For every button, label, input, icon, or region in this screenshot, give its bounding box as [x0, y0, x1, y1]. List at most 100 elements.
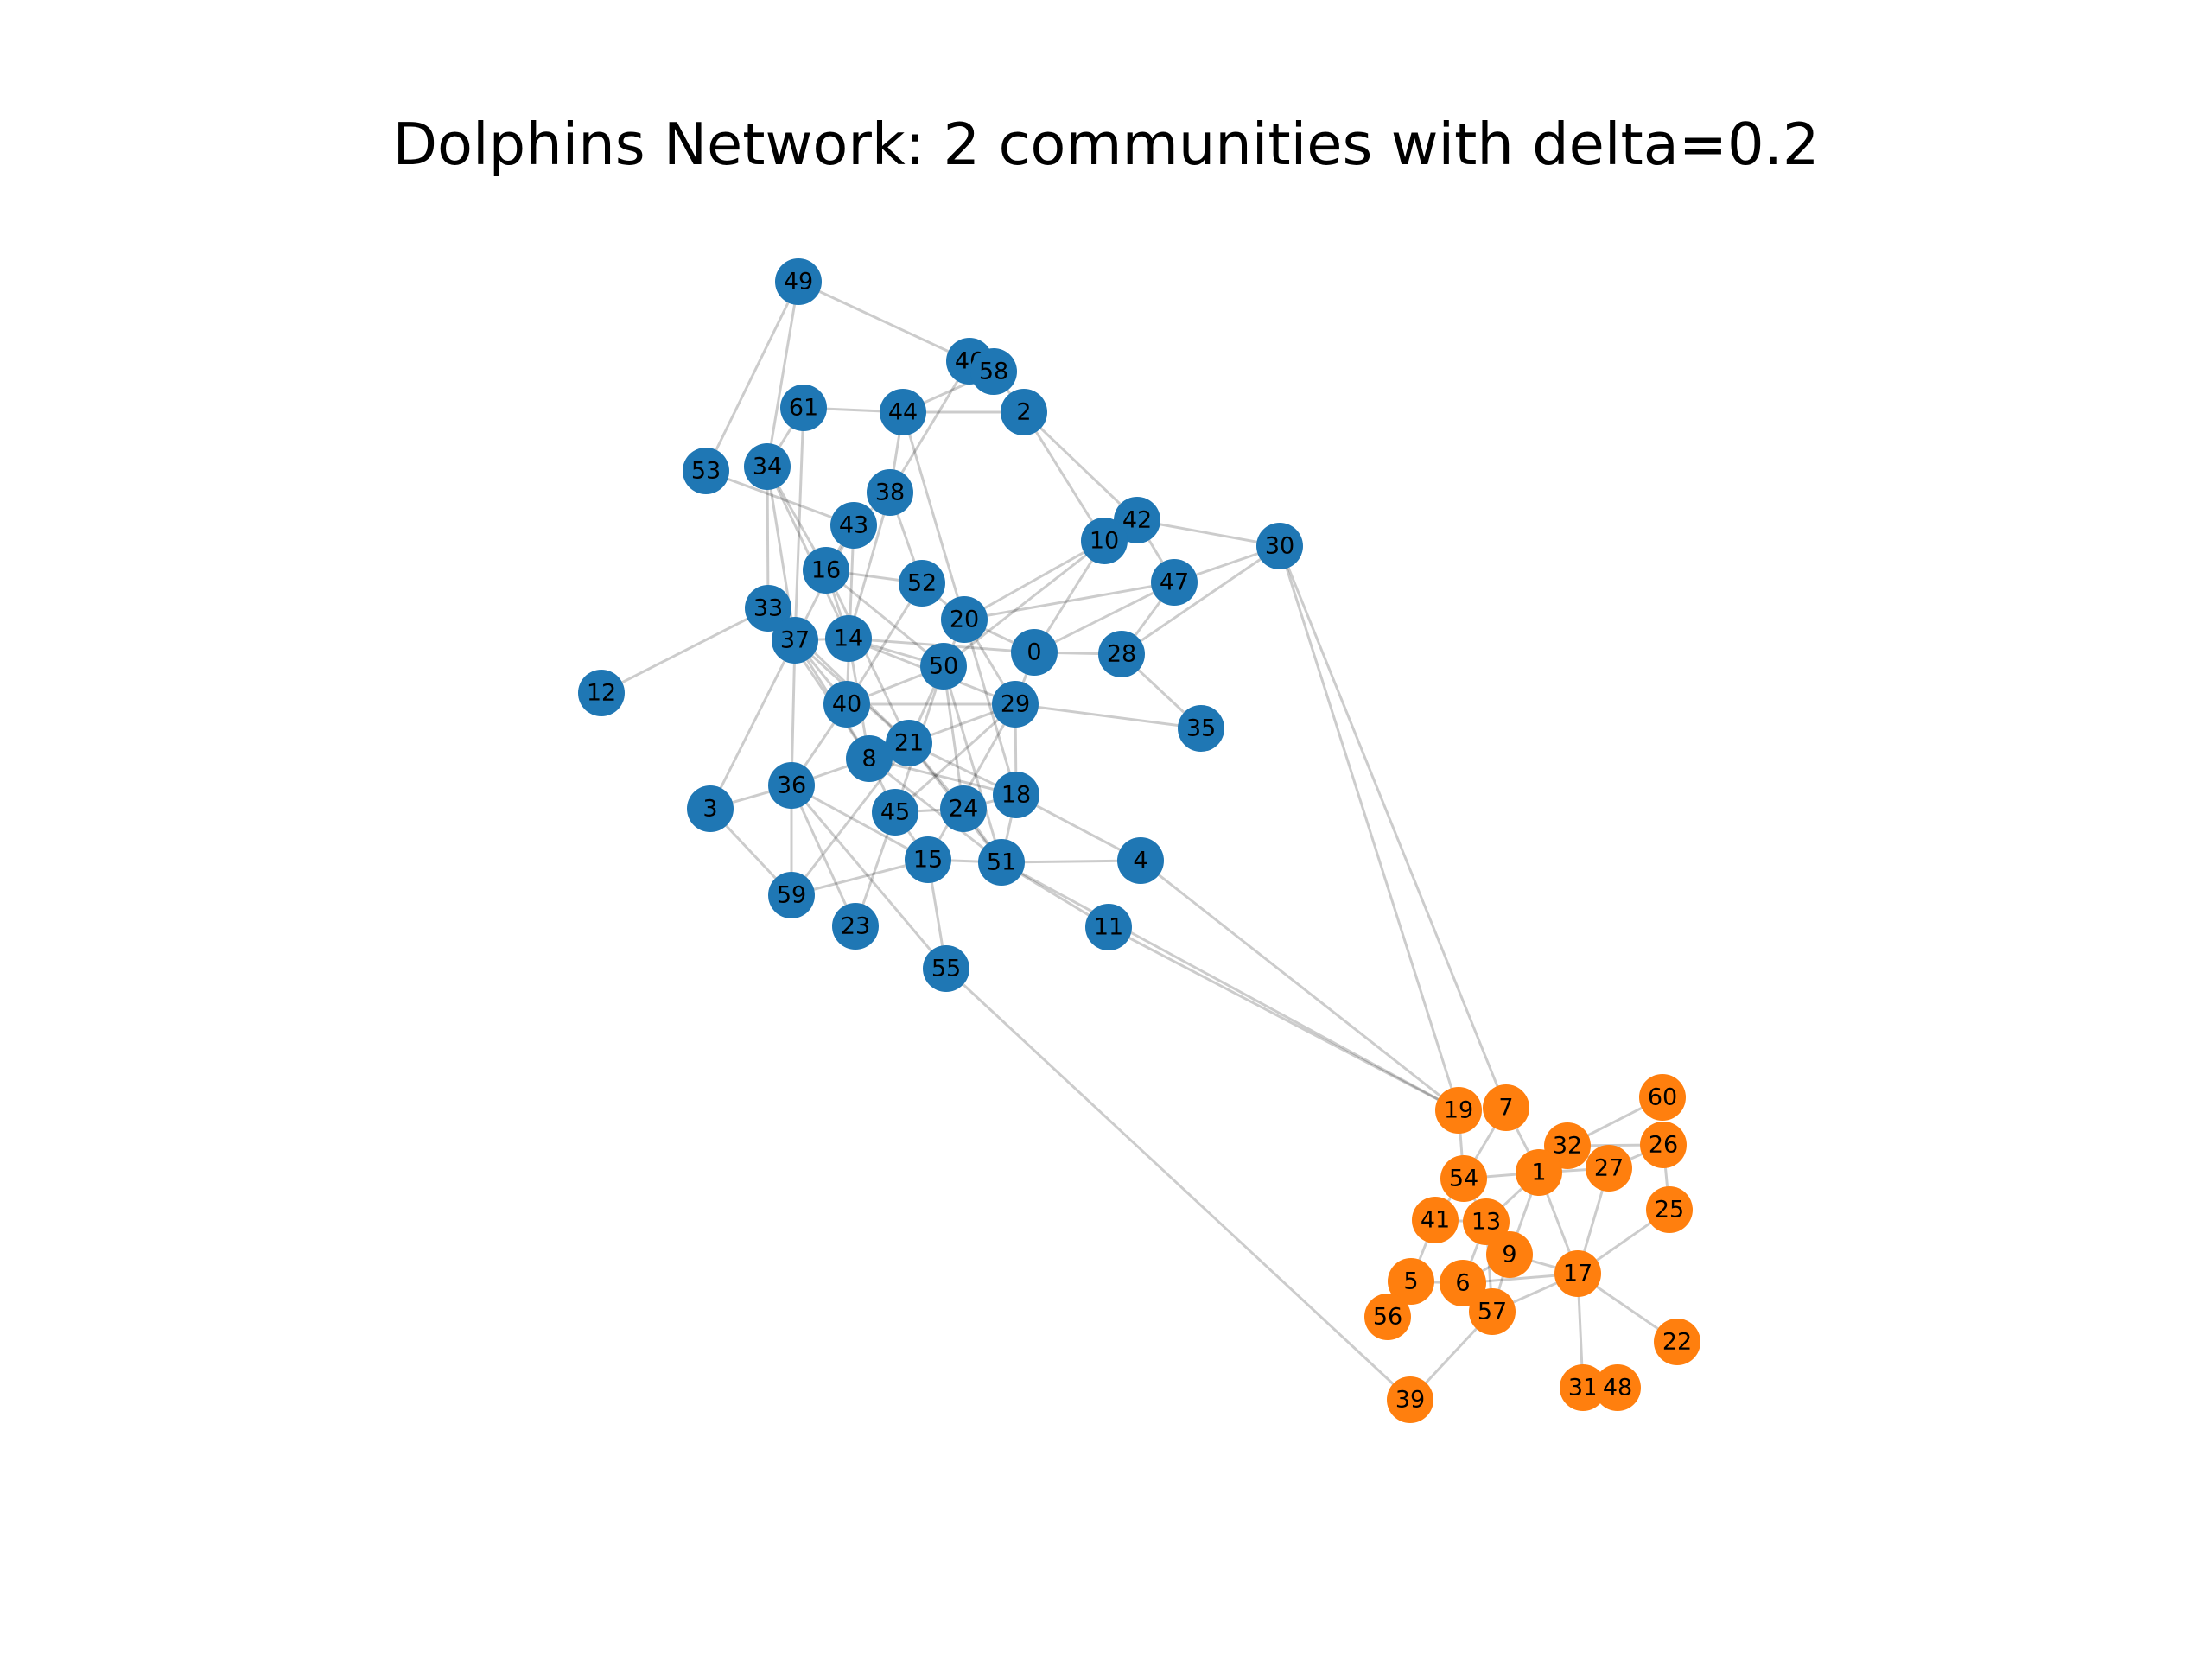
node-circle-27 — [1586, 1145, 1632, 1192]
edge-10-50 — [943, 539, 1105, 668]
node-label-45: 45 — [880, 799, 910, 826]
edge-11-19 — [1108, 925, 1459, 1112]
node-circle-29 — [992, 681, 1039, 728]
node-2: 2 — [1001, 389, 1047, 435]
node-label-17: 17 — [1563, 1261, 1592, 1287]
node-17: 17 — [1554, 1250, 1601, 1297]
node-1: 1 — [1516, 1149, 1562, 1196]
edge-16-21 — [824, 569, 911, 744]
node-label-6: 6 — [1455, 1270, 1470, 1297]
node-circle-38 — [867, 469, 913, 516]
node-50: 50 — [920, 643, 967, 690]
node-circle-34 — [744, 443, 791, 490]
node-circle-39 — [1387, 1376, 1433, 1423]
node-circle-35 — [1178, 705, 1224, 752]
node-circle-2 — [1001, 389, 1047, 435]
node-16: 16 — [803, 547, 849, 594]
node-label-1: 1 — [1531, 1160, 1546, 1186]
node-circle-19 — [1435, 1087, 1482, 1134]
node-label-56: 56 — [1373, 1304, 1402, 1331]
node-circle-60 — [1639, 1074, 1686, 1121]
edge-47-0 — [1033, 581, 1175, 654]
node-label-43: 43 — [839, 512, 868, 539]
node-3: 3 — [687, 785, 734, 832]
node-circle-24 — [940, 785, 987, 832]
node-circle-30 — [1256, 523, 1303, 569]
node-circle-14 — [825, 615, 872, 662]
node-26: 26 — [1640, 1122, 1687, 1168]
node-circle-48 — [1594, 1364, 1641, 1411]
edge-29-45 — [893, 702, 1017, 814]
node-61: 61 — [780, 385, 827, 431]
node-label-11: 11 — [1094, 914, 1123, 941]
node-34: 34 — [744, 443, 791, 490]
edge-30-28 — [1121, 544, 1281, 656]
node-circle-33 — [745, 585, 791, 632]
node-circle-5 — [1388, 1258, 1434, 1305]
edge-37-3 — [709, 639, 797, 810]
node-label-25: 25 — [1655, 1197, 1684, 1224]
node-22: 22 — [1654, 1319, 1700, 1365]
edge-2-10 — [1022, 411, 1106, 542]
edge-2-42 — [1022, 410, 1139, 522]
node-44: 44 — [880, 389, 926, 435]
node-label-37: 37 — [780, 627, 810, 654]
edge-33-12 — [601, 607, 769, 695]
edge-29-15 — [926, 703, 1017, 861]
node-label-15: 15 — [913, 847, 943, 874]
edge-36-55 — [790, 785, 948, 969]
node-label-34: 34 — [753, 454, 782, 480]
node-57: 57 — [1469, 1288, 1516, 1335]
edge-10-20 — [963, 539, 1105, 621]
node-label-54: 54 — [1449, 1166, 1478, 1192]
node-circle-57 — [1469, 1288, 1516, 1335]
node-circle-17 — [1554, 1250, 1601, 1297]
node-label-44: 44 — [888, 399, 918, 426]
node-13: 13 — [1463, 1198, 1510, 1245]
node-label-8: 8 — [861, 746, 876, 772]
node-label-22: 22 — [1662, 1329, 1692, 1356]
node-label-12: 12 — [587, 680, 616, 707]
node-circle-25 — [1646, 1186, 1693, 1233]
node-label-5: 5 — [1403, 1268, 1418, 1295]
edge-52-40 — [845, 582, 924, 705]
node-label-50: 50 — [929, 653, 958, 680]
node-4: 4 — [1117, 837, 1164, 884]
node-15: 15 — [905, 836, 951, 883]
node-label-41: 41 — [1421, 1207, 1450, 1234]
node-7: 7 — [1483, 1084, 1529, 1131]
node-label-7: 7 — [1498, 1095, 1513, 1122]
node-label-28: 28 — [1107, 641, 1136, 668]
node-35: 35 — [1178, 705, 1224, 752]
node-54: 54 — [1440, 1155, 1487, 1202]
node-label-35: 35 — [1186, 715, 1216, 742]
edge-55-39 — [944, 967, 1412, 1402]
node-27: 27 — [1586, 1145, 1632, 1192]
node-circle-3 — [687, 785, 734, 832]
node-28: 28 — [1098, 631, 1145, 677]
node-label-51: 51 — [987, 849, 1016, 876]
node-20: 20 — [941, 596, 988, 643]
node-36: 36 — [768, 762, 815, 809]
node-31: 31 — [1560, 1364, 1606, 1411]
node-23: 23 — [832, 903, 879, 950]
node-label-4: 4 — [1133, 848, 1147, 874]
edge-49-34 — [766, 281, 800, 467]
edge-18-4 — [1015, 793, 1141, 862]
node-56: 56 — [1364, 1294, 1411, 1340]
node-21: 21 — [886, 720, 932, 766]
node-55: 55 — [923, 945, 969, 992]
node-circle-51 — [978, 839, 1025, 886]
node-label-47: 47 — [1160, 569, 1189, 596]
edge-30-7 — [1278, 545, 1508, 1109]
node-circle-0 — [1011, 629, 1058, 676]
node-circle-45 — [872, 789, 918, 836]
edge-50-51 — [942, 665, 1003, 863]
node-circle-31 — [1560, 1364, 1606, 1411]
node-45: 45 — [872, 789, 918, 836]
node-label-30: 30 — [1265, 533, 1294, 560]
edge-47-20 — [963, 581, 1175, 621]
node-label-31: 31 — [1568, 1375, 1598, 1402]
edge-29-35 — [1014, 702, 1202, 730]
